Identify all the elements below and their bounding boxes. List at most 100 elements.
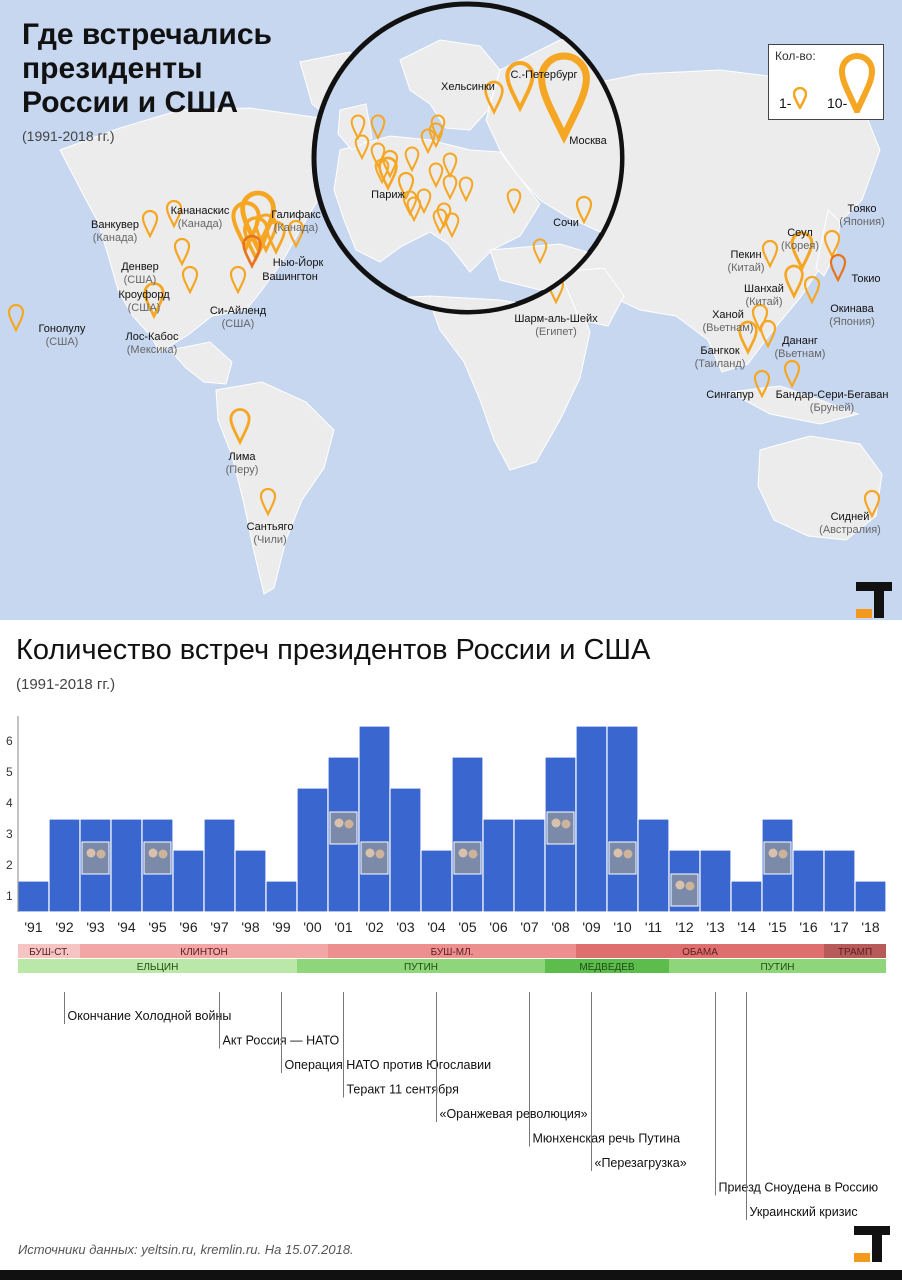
city-country-label: (Канада) bbox=[93, 232, 138, 244]
city-marker-icon bbox=[829, 253, 847, 283]
city-marker-icon bbox=[229, 408, 251, 446]
event-label: Украинский кризис bbox=[750, 1205, 858, 1219]
europe-named-marker-icon bbox=[484, 80, 504, 115]
city-label: Сантьяго bbox=[247, 521, 294, 533]
meeting-photo-icon bbox=[763, 841, 792, 875]
president-band bbox=[545, 959, 669, 973]
meeting-photo-face-icon bbox=[158, 849, 168, 859]
president-band-label: ПУТИН bbox=[760, 962, 794, 973]
city-marker-icon bbox=[173, 237, 191, 267]
city-country-label: (Таиланд) bbox=[695, 358, 746, 370]
city-country-label: (Перу) bbox=[226, 464, 259, 476]
event-label: Мюнхенская речь Путина bbox=[533, 1132, 681, 1146]
city-country-label: (Канада) bbox=[178, 218, 223, 230]
legend-large-marker-icon bbox=[839, 53, 875, 113]
europe-named-marker-icon bbox=[538, 52, 590, 144]
south-america-shape bbox=[215, 381, 335, 595]
president-band bbox=[80, 944, 328, 958]
legend-title: Кол-во: bbox=[775, 49, 816, 63]
meeting-photo-icon bbox=[608, 841, 637, 875]
x-tick-label: '92 bbox=[55, 919, 73, 935]
city-marker-icon bbox=[751, 303, 769, 333]
bar-14: '14: 1 bbox=[730, 880, 763, 913]
x-axis: '91 '92 '93 '94 '95 '96 '97 '98 '99 '00 '01 '02 '03 '… bbox=[24, 919, 879, 935]
y-axis: 1 2 3 4 5 6 bbox=[6, 716, 19, 912]
bar-94: '94: 3 bbox=[110, 818, 143, 913]
president-band-label: ПУТИН bbox=[404, 962, 438, 973]
europe-city-marker-icon bbox=[406, 196, 422, 223]
meeting-photo-face-icon bbox=[375, 849, 385, 859]
president-bands: БУШ-СТ. КЛИНТОН БУШ-МЛ. ОБАМА ТРАМП ЕЛЬЦИН ПУТ… bbox=[18, 944, 886, 973]
europe-named-marker-icon bbox=[378, 156, 398, 191]
map-years: (1991-2018 гг.) bbox=[22, 128, 115, 144]
australia-shape bbox=[757, 435, 883, 541]
bar-17: '17: 2 bbox=[823, 849, 856, 913]
europe-city-marker-icon bbox=[428, 122, 444, 149]
meeting-photo-face-icon bbox=[561, 819, 571, 829]
bar-13: '13: 2 bbox=[699, 849, 732, 913]
europe-city-label: Сочи bbox=[553, 217, 579, 229]
city-label: Гонолулу bbox=[39, 323, 86, 335]
city-marker-icon bbox=[863, 489, 881, 519]
x-tick-label: '08 bbox=[551, 919, 569, 935]
x-tick-label: '00 bbox=[303, 919, 321, 935]
europe-city-label: С.-Петербург bbox=[510, 69, 577, 81]
city-country-label: (Бруней) bbox=[810, 402, 854, 414]
x-tick-label: '07 bbox=[520, 919, 538, 935]
president-band-label: ОБАМА bbox=[682, 947, 718, 958]
map-title: Где встречались президенты России и США bbox=[22, 18, 272, 119]
president-band-label: БУШ-СТ. bbox=[29, 947, 69, 958]
meeting-photo-icon bbox=[143, 841, 172, 875]
europe-city-marker-icon bbox=[432, 208, 448, 235]
x-tick-label: '97 bbox=[210, 919, 228, 935]
bar-07: '07: 3 bbox=[513, 818, 546, 913]
x-tick-label: '17 bbox=[830, 919, 848, 935]
bar-10: '10: 6 bbox=[606, 725, 639, 913]
meeting-photo-icon bbox=[546, 811, 575, 845]
city-label: Ванкувер bbox=[91, 219, 139, 231]
legend-min-label: 1- bbox=[779, 95, 792, 111]
meeting-photo-face-icon bbox=[96, 849, 106, 859]
bar-92: '92: 3 bbox=[48, 818, 81, 913]
city-marker-icon bbox=[229, 265, 247, 295]
president-band bbox=[18, 959, 297, 973]
meeting-photo-icon bbox=[329, 811, 358, 845]
city-country-label: (Китай) bbox=[745, 296, 782, 308]
bar-96: '96: 2 bbox=[172, 849, 205, 913]
bar-02: '02: 6 bbox=[358, 725, 391, 913]
bar-11: '11: 3 bbox=[637, 818, 670, 913]
bar-03: '03: 4 bbox=[389, 787, 422, 913]
meeting-photo-face-icon bbox=[468, 849, 478, 859]
city-label: Ханой bbox=[712, 309, 744, 321]
legend-small-marker-icon bbox=[793, 87, 807, 109]
inset-labels: Хельсинки С.-Петербург Москва Париж Сочи bbox=[371, 69, 607, 229]
x-tick-label: '18 bbox=[861, 919, 879, 935]
bar-98: '98: 2 bbox=[234, 849, 267, 913]
president-band-label: ЕЛЬЦИН bbox=[137, 962, 179, 973]
meeting-photo-face-icon bbox=[334, 818, 344, 828]
city-marker-icon bbox=[7, 303, 25, 333]
europe-named-marker-icon bbox=[575, 195, 593, 225]
europe-city-marker-icon bbox=[354, 134, 370, 161]
city-country-label: (Китай) bbox=[727, 262, 764, 274]
bar-00: '00: 4 bbox=[296, 787, 329, 913]
city-country-label: (США) bbox=[128, 302, 161, 314]
y-tick-label: 1 bbox=[6, 889, 13, 903]
city-marker-icon bbox=[753, 369, 771, 399]
city-marker-icon bbox=[240, 190, 276, 254]
city-marker-icon bbox=[242, 234, 262, 269]
meeting-photo-face-icon bbox=[365, 848, 375, 858]
europe-city-marker-icon bbox=[404, 146, 420, 173]
event-label: Операция НАТО против Югославии bbox=[285, 1058, 492, 1072]
city-label: Бандар-Сери-Бегаван bbox=[776, 389, 889, 401]
city-country-label: (Мексика) bbox=[127, 344, 177, 356]
bottom-bar bbox=[0, 1270, 902, 1280]
bar-16: '16: 2 bbox=[792, 849, 825, 913]
city-marker-icon bbox=[181, 265, 199, 295]
meeting-photo-face-icon bbox=[675, 880, 685, 890]
city-country-label: (США) bbox=[46, 336, 79, 348]
brand-logo bbox=[856, 582, 892, 618]
washington-cluster-marker-icon-1 bbox=[254, 213, 278, 254]
inset-uk-shape bbox=[337, 103, 373, 151]
europe-city-marker-icon bbox=[532, 238, 548, 265]
